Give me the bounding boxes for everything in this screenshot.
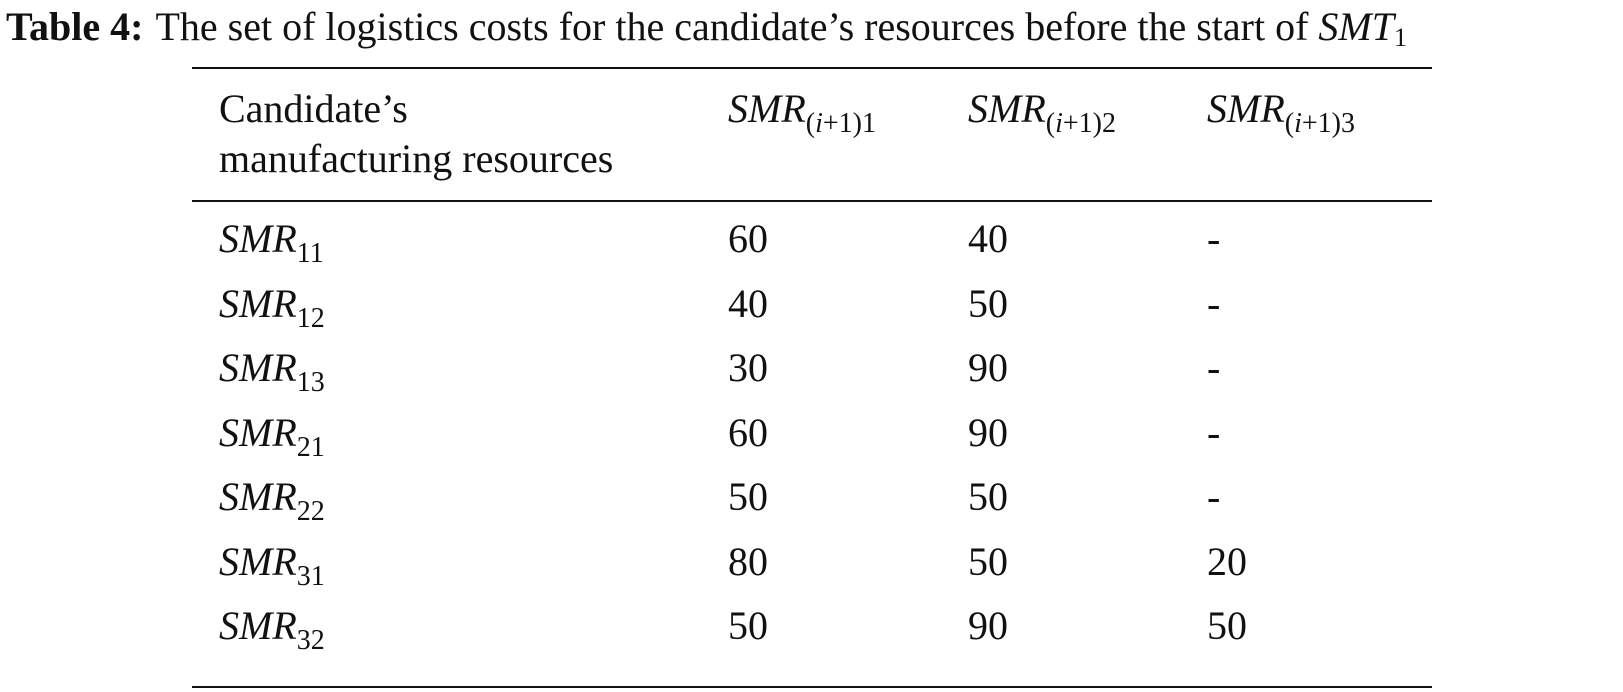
cell-value: 90	[968, 345, 1008, 390]
row-value-col3: -	[1207, 214, 1220, 264]
row-value-col2: 50	[968, 279, 1008, 329]
row-value-col2: 90	[968, 343, 1008, 393]
header-smr-3-sub: (i+1)3	[1284, 108, 1355, 139]
row-label-sub: 31	[296, 561, 325, 592]
row-label-sub: 32	[296, 625, 325, 656]
cell-value: 30	[728, 345, 768, 390]
header-candidate-line1: Candidate’s	[219, 86, 408, 131]
row-label-base: SMR	[219, 216, 297, 261]
row-label-sub: 11	[296, 238, 324, 269]
header-smr-3: SMR(i+1)3	[1207, 84, 1355, 138]
row-value-col3: -	[1207, 472, 1220, 522]
cell-value: -	[1207, 216, 1221, 261]
caption-symbol-sub: 1	[1393, 23, 1407, 52]
row-label: SMR13	[219, 343, 325, 397]
row-value-col2: 50	[968, 537, 1008, 587]
row-value-col1: 60	[728, 408, 768, 458]
header-smr-3-base: SMR	[1207, 86, 1285, 131]
row-value-col2: 40	[968, 214, 1008, 264]
cell-value: 80	[728, 539, 768, 584]
row-label: SMR32	[219, 601, 325, 655]
row-value-col2: 50	[968, 472, 1008, 522]
row-value-col1: 50	[728, 601, 768, 651]
row-label-sub: 13	[296, 367, 325, 398]
row-value-col3: -	[1207, 408, 1220, 458]
row-value-col2: 90	[968, 601, 1008, 651]
header-smr-2-sub: (i+1)2	[1045, 108, 1116, 139]
header-candidate-line2: manufacturing resources	[219, 136, 614, 181]
row-label-base: SMR	[219, 603, 297, 648]
row-value-col1: 30	[728, 343, 768, 393]
row-label-base: SMR	[219, 474, 297, 519]
row-label-sub: 22	[296, 496, 325, 527]
cell-value: 90	[968, 410, 1008, 455]
caption-label: Table 4:	[6, 4, 144, 49]
cell-value: 50	[728, 603, 768, 648]
row-value-col1: 60	[728, 214, 768, 264]
cell-value: 50	[1207, 603, 1247, 648]
row-value-col3: -	[1207, 343, 1220, 393]
row-label: SMR31	[219, 537, 325, 591]
row-label-base: SMR	[219, 281, 297, 326]
row-value-col1: 40	[728, 279, 768, 329]
cell-value: 50	[968, 539, 1008, 584]
cell-value: -	[1207, 474, 1221, 519]
header-candidate-resources: Candidate’s manufacturing resources	[219, 84, 613, 184]
table-header-rule	[192, 200, 1432, 202]
header-smr-2: SMR(i+1)2	[968, 84, 1116, 138]
caption-text: The set of logistics costs for the candi…	[155, 4, 1309, 49]
cell-value: 50	[968, 281, 1008, 326]
row-label: SMR21	[219, 408, 325, 462]
header-smr-2-base: SMR	[968, 86, 1046, 131]
cell-value: 60	[728, 216, 768, 261]
row-label-sub: 12	[296, 303, 325, 334]
row-label-base: SMR	[219, 410, 297, 455]
caption-symbol: SMT	[1318, 4, 1394, 49]
row-label-base: SMR	[219, 539, 297, 584]
cell-value: 50	[728, 474, 768, 519]
cell-value: -	[1207, 281, 1221, 326]
cell-value: 50	[968, 474, 1008, 519]
table-top-rule	[192, 67, 1432, 69]
row-value-col1: 50	[728, 472, 768, 522]
cell-value: 40	[968, 216, 1008, 261]
row-label: SMR12	[219, 279, 325, 333]
cell-value: 90	[968, 603, 1008, 648]
cell-value: 40	[728, 281, 768, 326]
header-smr-1-base: SMR	[728, 86, 806, 131]
row-label-sub: 21	[296, 432, 325, 463]
row-value-col3: -	[1207, 279, 1220, 329]
row-label: SMR11	[219, 214, 324, 268]
row-value-col3: 20	[1207, 537, 1247, 587]
row-label: SMR22	[219, 472, 325, 526]
cell-value: -	[1207, 345, 1221, 390]
table-caption: Table 4: The set of logistics costs for t…	[6, 2, 1407, 52]
row-value-col1: 80	[728, 537, 768, 587]
cell-value: 60	[728, 410, 768, 455]
header-smr-1: SMR(i+1)1	[728, 84, 876, 138]
cell-value: 20	[1207, 539, 1247, 584]
row-label-base: SMR	[219, 345, 297, 390]
row-value-col2: 90	[968, 408, 1008, 458]
header-smr-1-sub: (i+1)1	[805, 108, 876, 139]
table-bottom-rule	[192, 686, 1432, 688]
cell-value: -	[1207, 410, 1221, 455]
row-value-col3: 50	[1207, 601, 1247, 651]
